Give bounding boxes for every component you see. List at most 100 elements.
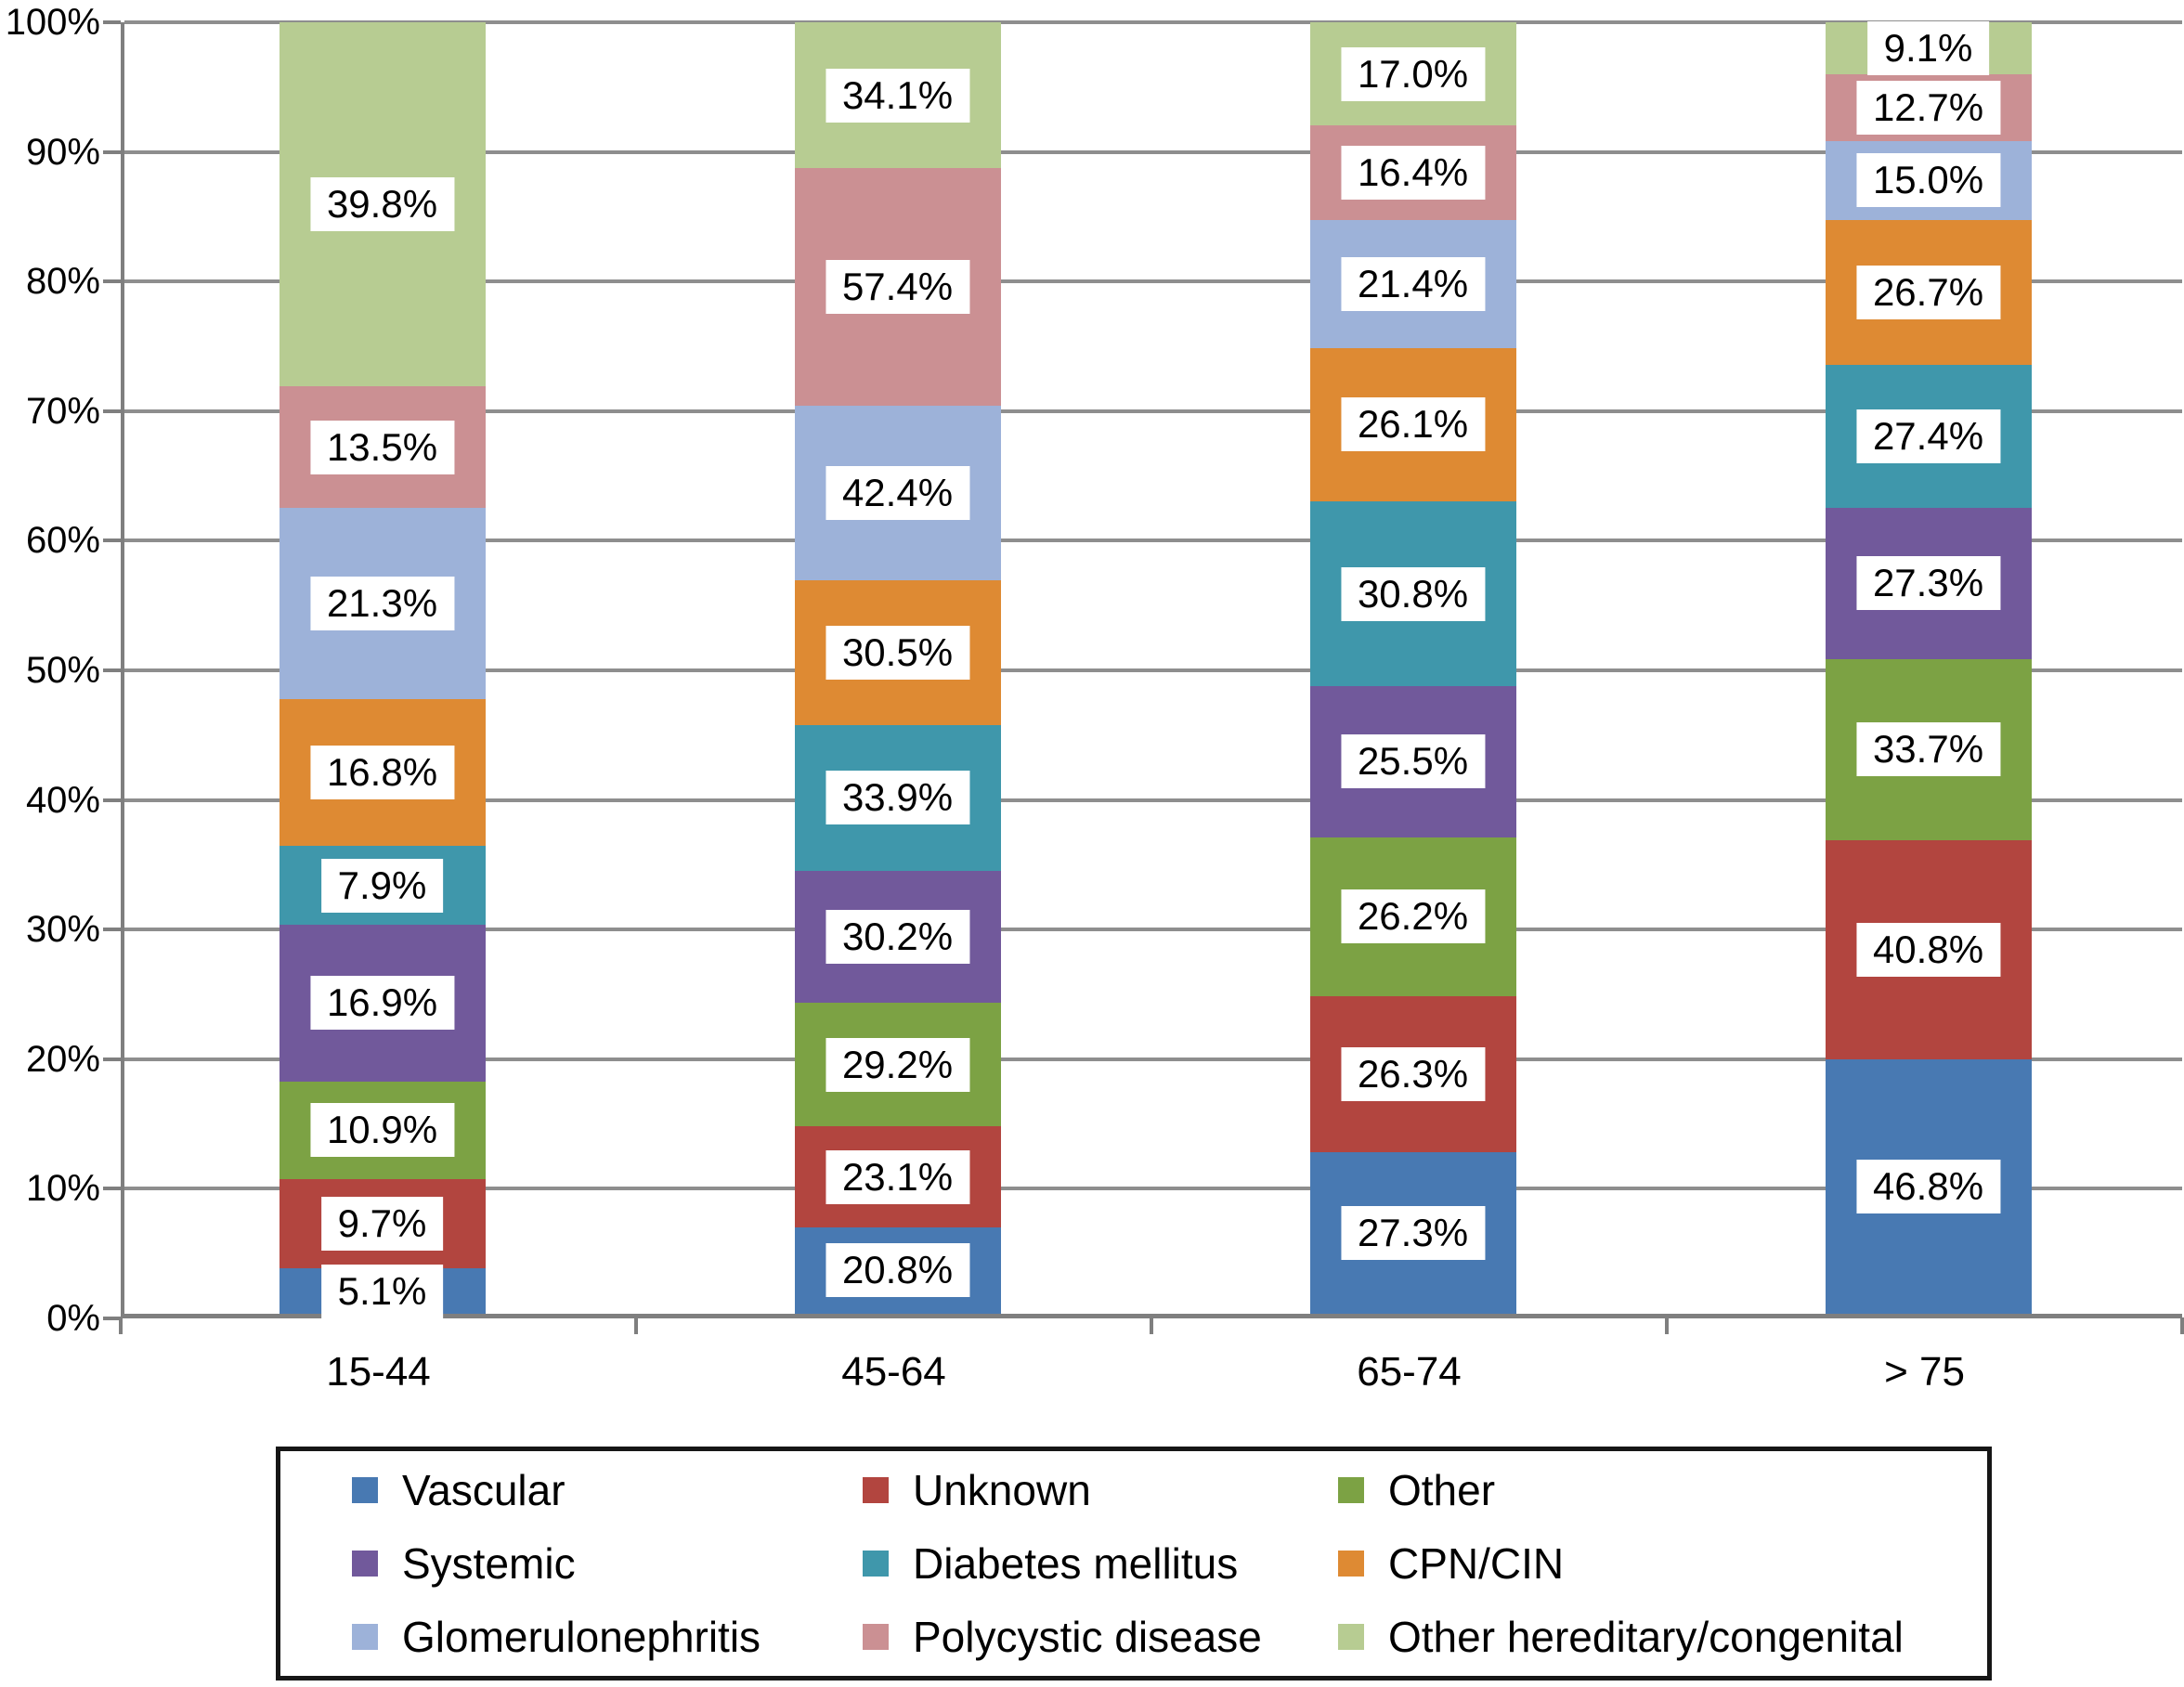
legend-label: Polycystic disease bbox=[913, 1613, 1262, 1661]
data-label: 27.3% bbox=[1855, 556, 2001, 611]
y-axis-tick bbox=[103, 928, 121, 932]
y-axis-tick-label: 30% bbox=[25, 909, 100, 951]
y-axis-tick bbox=[103, 279, 121, 284]
legend-swatch-icon bbox=[863, 1624, 889, 1650]
x-axis-category-label: 45-64 bbox=[841, 1349, 946, 1395]
legend-swatch-icon bbox=[352, 1624, 378, 1650]
data-label: 16.4% bbox=[1340, 146, 1486, 201]
x-axis-tick bbox=[1665, 1317, 1669, 1334]
gridline bbox=[124, 539, 2182, 543]
legend-item-unknown: Unknown bbox=[863, 1456, 1338, 1525]
data-label: 27.3% bbox=[1340, 1206, 1486, 1261]
data-label: 34.1% bbox=[825, 68, 970, 123]
data-label: 9.7% bbox=[320, 1197, 444, 1252]
legend-item-diabetes-mellitus: Diabetes mellitus bbox=[863, 1529, 1338, 1598]
gridline bbox=[124, 1057, 2182, 1061]
legend-swatch-icon bbox=[352, 1551, 378, 1577]
data-label: 5.1% bbox=[320, 1264, 444, 1318]
y-axis-tick-label: 0% bbox=[46, 1298, 100, 1339]
legend-swatch-icon bbox=[1338, 1551, 1364, 1577]
legend-label: Other bbox=[1388, 1466, 1496, 1514]
legend-label: Diabetes mellitus bbox=[913, 1539, 1239, 1588]
data-label: 26.7% bbox=[1855, 265, 2001, 319]
data-label: 39.8% bbox=[309, 177, 455, 232]
data-label: 29.2% bbox=[825, 1037, 970, 1092]
y-axis-tick bbox=[103, 1187, 121, 1191]
legend-item-other-hereditary-congenital: Other hereditary/congenital bbox=[1338, 1603, 1987, 1671]
y-axis-tick-label: 60% bbox=[25, 520, 100, 562]
y-axis-tick-label: 20% bbox=[25, 1038, 100, 1080]
gridline bbox=[124, 668, 2182, 672]
data-label: 40.8% bbox=[1855, 922, 2001, 977]
gridline bbox=[124, 149, 2182, 154]
legend-item-other: Other bbox=[1338, 1456, 1987, 1525]
data-label: 7.9% bbox=[320, 858, 444, 913]
data-label: 25.5% bbox=[1340, 734, 1486, 789]
x-axis-tick bbox=[1150, 1317, 1153, 1334]
legend-label: Glomerulonephritis bbox=[402, 1613, 761, 1661]
y-axis-tick bbox=[103, 409, 121, 413]
y-axis-tick bbox=[103, 1057, 121, 1061]
gridline bbox=[124, 1187, 2182, 1191]
legend-item-systemic: Systemic bbox=[352, 1529, 863, 1598]
legend-label: Vascular bbox=[402, 1466, 566, 1514]
data-label: 26.2% bbox=[1340, 889, 1486, 944]
data-label: 21.3% bbox=[309, 576, 455, 630]
y-axis-tick-label: 10% bbox=[25, 1168, 100, 1210]
legend-box: Vascular Unknown Other Systemic Diabetes mel… bbox=[276, 1447, 1992, 1681]
data-label: 15.0% bbox=[1855, 153, 2001, 208]
y-axis-tick bbox=[103, 798, 121, 802]
data-label: 20.8% bbox=[825, 1243, 970, 1298]
data-label: 13.5% bbox=[309, 420, 455, 474]
gridline bbox=[124, 798, 2182, 802]
bar-15-44: 5.1% 9.7% 10.9% 16.9% 7.9% 16.8% 21.3% 13.5% 39.… bbox=[279, 22, 486, 1318]
data-label: 57.4% bbox=[825, 260, 970, 315]
data-label: 9.1% bbox=[1866, 20, 1990, 75]
data-label: 46.8% bbox=[1855, 1160, 2001, 1213]
data-label: 10.9% bbox=[309, 1103, 455, 1158]
bar-65-74: 27.3% 26.3% 26.2% 25.5% 30.8% 26.1% 21.4% 16.4%… bbox=[1309, 22, 1516, 1314]
x-axis-tick bbox=[2180, 1317, 2184, 1334]
data-label: 26.1% bbox=[1340, 397, 1486, 452]
x-axis-tick bbox=[119, 1317, 123, 1334]
y-axis-tick bbox=[103, 20, 121, 24]
gridline bbox=[124, 409, 2182, 413]
x-axis-tick bbox=[634, 1317, 638, 1334]
bar-> 75: 46.8% 40.8% 33.7% 27.3% 27.4% 26.7% 15.0% 12.7%… bbox=[1825, 20, 2032, 1314]
legend-swatch-icon bbox=[863, 1551, 889, 1577]
data-label: 16.8% bbox=[309, 746, 455, 800]
y-axis-tick bbox=[103, 539, 121, 543]
legend-swatch-icon bbox=[1338, 1624, 1364, 1650]
data-label: 30.8% bbox=[1340, 566, 1486, 621]
y-axis-tick bbox=[103, 1317, 121, 1320]
gridline bbox=[124, 928, 2182, 932]
legend-label: CPN/CIN bbox=[1388, 1539, 1565, 1588]
data-label: 26.3% bbox=[1340, 1046, 1486, 1101]
y-axis-tick-label: 90% bbox=[25, 131, 100, 173]
y-axis-tick-label: 50% bbox=[25, 650, 100, 691]
data-label: 23.1% bbox=[825, 1149, 970, 1204]
y-axis-tick bbox=[103, 149, 121, 154]
y-axis-tick-label: 100% bbox=[5, 2, 100, 43]
plot-area: 5.1% 9.7% 10.9% 16.9% 7.9% 16.8% 21.3% 13.5% 39.… bbox=[121, 20, 2182, 1318]
y-axis-tick bbox=[103, 668, 121, 672]
legend-item-cpn-cin: CPN/CIN bbox=[1338, 1529, 1987, 1598]
data-label: 42.4% bbox=[825, 466, 970, 521]
x-axis-category-label: 15-44 bbox=[326, 1349, 431, 1395]
gridline bbox=[124, 20, 2182, 24]
legend-label: Other hereditary/congenital bbox=[1388, 1613, 1904, 1661]
legend-item-polycystic-disease: Polycystic disease bbox=[863, 1603, 1338, 1671]
data-label: 16.9% bbox=[309, 976, 455, 1031]
legend-label: Unknown bbox=[913, 1466, 1091, 1514]
legend-label: Systemic bbox=[402, 1539, 576, 1588]
legend-swatch-icon bbox=[863, 1477, 889, 1503]
data-label: 30.5% bbox=[825, 625, 970, 680]
y-axis-tick-label: 80% bbox=[25, 261, 100, 303]
data-label: 12.7% bbox=[1855, 80, 2001, 135]
x-axis-category-label: > 75 bbox=[1884, 1349, 1965, 1395]
gridline bbox=[124, 279, 2182, 284]
legend-item-glomerulonephritis: Glomerulonephritis bbox=[352, 1603, 863, 1671]
data-label: 17.0% bbox=[1340, 46, 1486, 101]
data-label: 33.7% bbox=[1855, 722, 2001, 777]
